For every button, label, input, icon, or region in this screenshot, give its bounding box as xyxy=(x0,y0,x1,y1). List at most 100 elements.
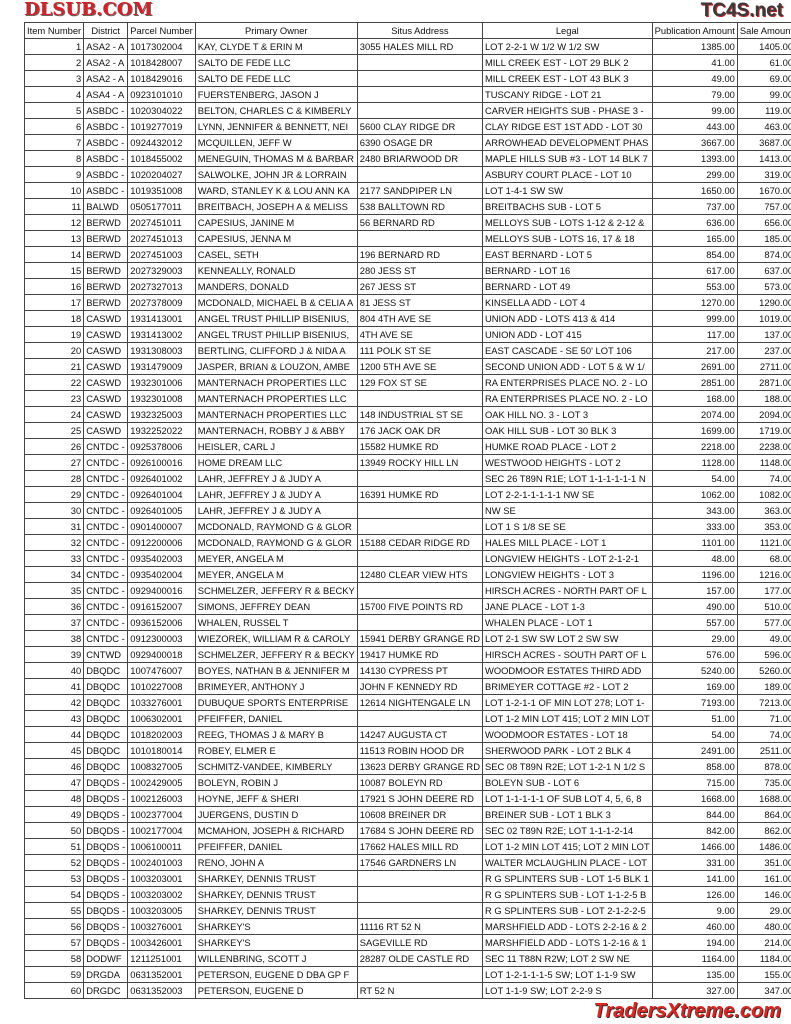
situs-address-cell: 11513 ROBIN HOOD DR xyxy=(356,742,483,759)
table-row: 22 CASWD 1932301006 MANTERNACH PROPERTIES L… xyxy=(23,374,791,391)
item-number-cell: 29 xyxy=(23,486,85,503)
table-row: 16 BERWD 2027327013 MANDERS, DONALD 267 JESS… xyxy=(23,278,791,295)
legal-cell: LOT 1-1-9 SW; LOT 2-2-9 S xyxy=(481,982,653,999)
sale-amount-cell: 1413.00 xyxy=(736,150,791,167)
legal-cell: MILL CREEK EST - LOT 43 BLK 3 xyxy=(481,70,653,87)
parcel-number-cell: 1931413001 xyxy=(127,310,196,327)
situs-address-cell: 4TH AVE SE xyxy=(356,326,483,343)
item-number-cell: 52 xyxy=(23,854,85,871)
item-number-cell: 48 xyxy=(23,790,85,807)
district-cell: DBQDC xyxy=(83,678,129,695)
item-number-cell: 23 xyxy=(23,390,85,407)
sale-amount-cell: 177.00 xyxy=(736,582,791,599)
publication-amount-cell: 1668.00 xyxy=(651,790,738,807)
publication-amount-cell: 553.00 xyxy=(651,278,738,295)
publication-amount-cell: 1650.00 xyxy=(651,182,738,199)
publication-amount-cell: 331.00 xyxy=(651,854,738,871)
legal-cell: JANE PLACE - LOT 1-3 xyxy=(481,598,653,615)
parcel-number-cell: 0505177011 xyxy=(127,198,196,215)
primary-owner-cell: BELTON, CHARLES C & KIMBERLY xyxy=(194,102,358,119)
publication-amount-cell: 135.00 xyxy=(651,966,738,983)
item-number-cell: 14 xyxy=(23,246,85,263)
sale-amount-cell: 1082.00 xyxy=(736,486,791,503)
situs-address-cell: 14247 AUGUSTA CT xyxy=(356,726,483,743)
situs-address-cell: 15188 CEDAR RIDGE RD xyxy=(356,534,483,551)
table-row: 25 CASWD 1932252022 MANTERNACH, ROBBY J & A… xyxy=(23,422,791,439)
parcel-number-cell: 1932325003 xyxy=(127,406,196,423)
table-row: 6 ASBDC -1019277019 LYNN, JENNIFER & BENNE… xyxy=(23,118,791,135)
item-number-cell: 10 xyxy=(23,182,85,199)
legal-cell: BREITBACHS SUB - LOT 5 xyxy=(481,198,653,215)
situs-address-cell: 12614 NIGHTENGALE LN xyxy=(356,694,483,711)
parcel-number-cell: 1019277019 xyxy=(127,118,196,135)
district-cell: ASBDC - xyxy=(83,102,129,119)
header-primary-owner: Primary Owner xyxy=(194,22,358,39)
district-cell: ASA2 - A xyxy=(83,38,129,55)
table-row: 47 DBQDS -1002429005 BOLEYN, ROBIN J 10087 … xyxy=(23,774,791,791)
primary-owner-cell: HEISLER, CARL J xyxy=(194,438,358,455)
legal-cell: WESTWOOD HEIGHTS - LOT 2 xyxy=(481,454,653,471)
table-row: 29 CNTDC -0926401004 LAHR, JEFFREY J & JUD… xyxy=(23,486,791,503)
legal-cell: WOODMOOR ESTATES THIRD ADD xyxy=(481,662,653,679)
table-row: 15 BERWD 2027329003 KENNEALLY, RONALD 280 JE… xyxy=(23,262,791,279)
primary-owner-cell: ANGEL TRUST PHILLIP BISENIUS, xyxy=(194,310,358,327)
table-body: 1 ASA2 - A 1017302004 KAY, CLYDE T & ERIN M… xyxy=(23,38,791,999)
primary-owner-cell: PETERSON, EUGENE D xyxy=(194,982,358,999)
district-cell: ASBDC - xyxy=(83,118,129,135)
table-row: 31 CNTDC -0901400007 MCDONALD, RAYMOND G &… xyxy=(23,518,791,535)
item-number-cell: 21 xyxy=(23,358,85,375)
table-row: 11 BALWD 0505177011 BREITBACH, JOSEPH A & M… xyxy=(23,198,791,215)
parcel-number-cell: 0929400018 xyxy=(127,646,196,663)
publication-amount-cell: 9.00 xyxy=(651,902,738,919)
situs-address-cell xyxy=(356,86,483,103)
legal-cell: LOT 1-2-1-1-1-5 SW; LOT 1-1-9 SW xyxy=(481,966,653,983)
situs-address-cell: 2177 SANDPIPER LN xyxy=(356,182,483,199)
situs-address-cell xyxy=(356,614,483,631)
district-cell: CNTDC - xyxy=(83,550,129,567)
situs-address-cell: 1200 5TH AVE SE xyxy=(356,358,483,375)
table-row: 44 DBQDC 1018202003 REEG, THOMAS J & MARY B… xyxy=(23,726,791,743)
item-number-cell: 44 xyxy=(23,726,85,743)
item-number-cell: 9 xyxy=(23,166,85,183)
sale-amount-cell: 656.00 xyxy=(736,214,791,231)
primary-owner-cell: MANDERS, DONALD xyxy=(194,278,358,295)
item-number-cell: 55 xyxy=(23,902,85,919)
table-row: 35 CNTDC -0929400016 SCHMELZER, JEFFERY R … xyxy=(23,582,791,599)
publication-amount-cell: 3667.00 xyxy=(651,134,738,151)
situs-address-cell: 17662 HALES MILL RD xyxy=(356,838,483,855)
parcel-number-cell: 1002401003 xyxy=(127,854,196,871)
publication-amount-cell: 1164.00 xyxy=(651,950,738,967)
parcel-number-cell: 0924432012 xyxy=(127,134,196,151)
situs-address-cell: 10608 BREINER DR xyxy=(356,806,483,823)
situs-address-cell: 12480 CLEAR VIEW HTS xyxy=(356,566,483,583)
situs-address-cell: 17921 S JOHN DEERE RD xyxy=(356,790,483,807)
legal-cell: EAST BERNARD - LOT 5 xyxy=(481,246,653,263)
parcel-number-cell: 0631352001 xyxy=(127,966,196,983)
situs-address-cell: 129 FOX ST SE xyxy=(356,374,483,391)
parcel-number-cell: 1003203005 xyxy=(127,902,196,919)
legal-cell: SEC 02 T89N R2E; LOT 1-1-1-2-14 xyxy=(481,822,653,839)
item-number-cell: 46 xyxy=(23,758,85,775)
sale-amount-cell: 74.00 xyxy=(736,726,791,743)
sale-amount-cell: 573.00 xyxy=(736,278,791,295)
sale-amount-cell: 1184.00 xyxy=(736,950,791,967)
publication-amount-cell: 117.00 xyxy=(651,326,738,343)
district-cell: CNTDC - xyxy=(83,486,129,503)
sale-amount-cell: 577.00 xyxy=(736,614,791,631)
table-row: 48 DBQDS -1002126003 HOYNE, JEFF & SHERI 17… xyxy=(23,790,791,807)
district-cell: ASA2 - A xyxy=(83,70,129,87)
district-cell: CASWD xyxy=(83,406,129,423)
situs-address-cell: 176 JACK OAK DR xyxy=(356,422,483,439)
publication-amount-cell: 51.00 xyxy=(651,710,738,727)
district-cell: DBQDC xyxy=(83,662,129,679)
item-number-cell: 37 xyxy=(23,614,85,631)
primary-owner-cell: SCHMELZER, JEFFERY R & BECKY xyxy=(194,582,358,599)
district-cell: DBQDS - xyxy=(83,870,129,887)
parcel-number-cell: 1211251001 xyxy=(127,950,196,967)
item-number-cell: 53 xyxy=(23,870,85,887)
situs-address-cell xyxy=(356,582,483,599)
parcel-number-cell: 1033276001 xyxy=(127,694,196,711)
publication-amount-cell: 343.00 xyxy=(651,502,738,519)
primary-owner-cell: SCHMITZ-VANDEE, KIMBERLY xyxy=(194,758,358,775)
situs-address-cell: 15700 FIVE POINTS RD xyxy=(356,598,483,615)
